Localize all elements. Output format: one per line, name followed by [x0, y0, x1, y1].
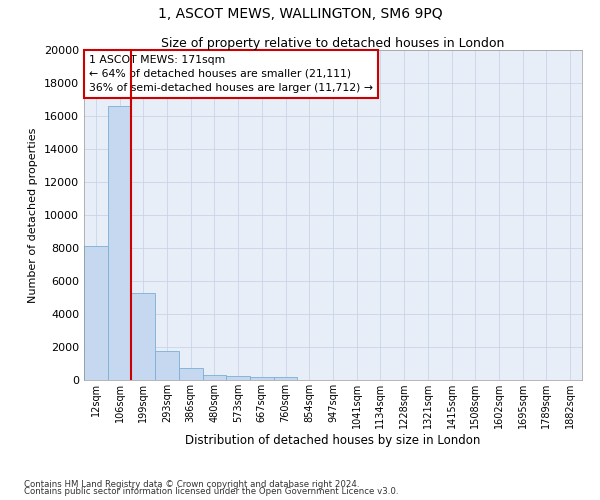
Bar	[179, 368, 203, 380]
Text: 1 ASCOT MEWS: 171sqm
← 64% of detached houses are smaller (21,111)
36% of semi-d: 1 ASCOT MEWS: 171sqm ← 64% of detached h…	[89, 55, 373, 93]
Bar	[203, 374, 226, 380]
Text: Contains public sector information licensed under the Open Government Licence v3: Contains public sector information licen…	[24, 488, 398, 496]
Text: Contains HM Land Registry data © Crown copyright and database right 2024.: Contains HM Land Registry data © Crown c…	[24, 480, 359, 489]
Bar	[108, 106, 131, 380]
Bar	[250, 376, 274, 380]
Title: Size of property relative to detached houses in London: Size of property relative to detached ho…	[161, 37, 505, 50]
Bar	[155, 351, 179, 380]
X-axis label: Distribution of detached houses by size in London: Distribution of detached houses by size …	[185, 434, 481, 447]
Bar	[226, 376, 250, 380]
Text: 1, ASCOT MEWS, WALLINGTON, SM6 9PQ: 1, ASCOT MEWS, WALLINGTON, SM6 9PQ	[158, 8, 442, 22]
Bar	[274, 378, 298, 380]
Y-axis label: Number of detached properties: Number of detached properties	[28, 128, 38, 302]
Bar	[131, 292, 155, 380]
Bar	[84, 246, 108, 380]
